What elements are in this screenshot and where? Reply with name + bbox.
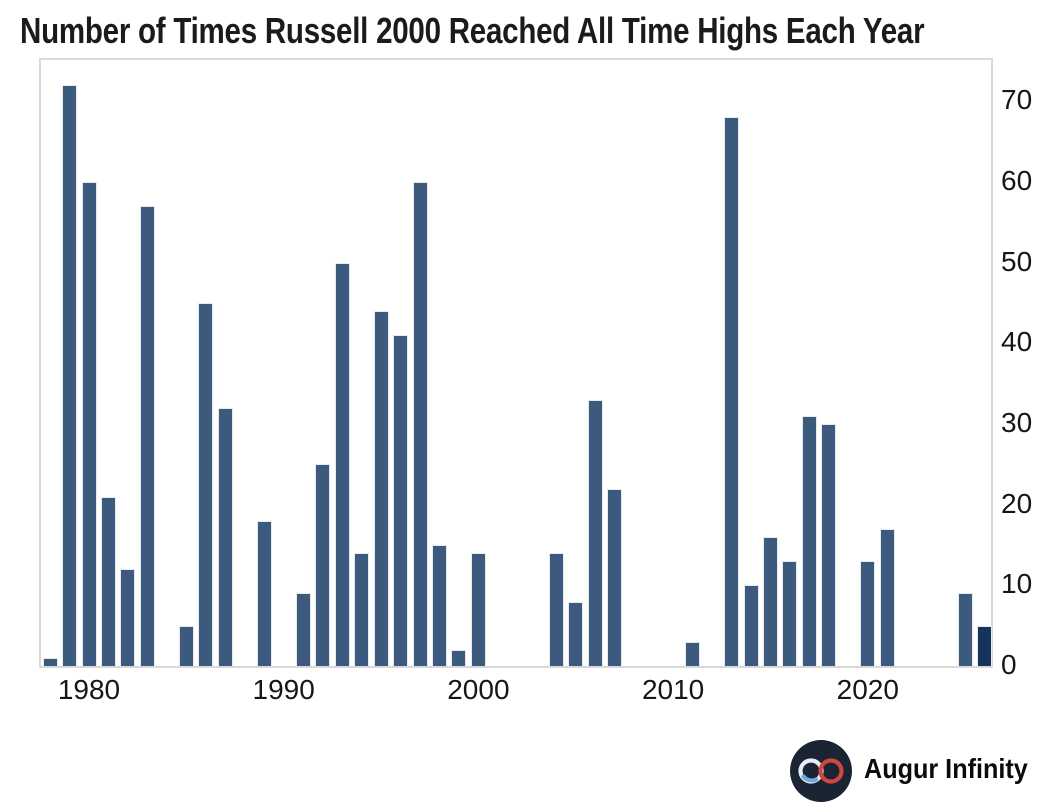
augur-infinity-logo-icon <box>790 740 852 802</box>
y-tick-50: 50 <box>1001 245 1033 277</box>
x-tick-2010: 2010 <box>641 674 705 705</box>
bar-1992 <box>315 464 331 666</box>
bar-1996 <box>393 335 408 666</box>
bar-2020 <box>860 561 876 666</box>
bar-1991 <box>295 593 311 666</box>
x-tick-2020: 2020 <box>836 674 899 705</box>
y-tick-0: 0 <box>1001 649 1017 680</box>
logo-left-accent <box>801 774 819 783</box>
bar-2006 <box>587 399 603 666</box>
y-tick-30: 30 <box>1001 407 1033 438</box>
logo-right-loop <box>818 758 844 784</box>
bar-2021 <box>879 528 895 666</box>
bar-2013 <box>724 117 739 666</box>
bar-1989 <box>256 520 272 666</box>
bar-1986 <box>198 303 214 666</box>
bar-1998 <box>432 545 447 666</box>
y-tick-40: 40 <box>1001 326 1033 358</box>
x-tick-1980: 1980 <box>57 674 121 705</box>
bar-2005 <box>568 601 584 666</box>
bar-1994 <box>354 553 370 666</box>
bar-1981 <box>101 496 116 666</box>
bar-2015 <box>762 536 778 666</box>
bar-1982 <box>120 569 136 666</box>
y-tick-10: 10 <box>1001 568 1033 600</box>
bar-1983 <box>139 206 155 666</box>
bar-2007 <box>607 488 623 666</box>
bar-1993 <box>334 262 350 666</box>
bar-2000 <box>470 553 486 666</box>
bar-1995 <box>373 311 389 666</box>
bar-2025 <box>957 593 973 666</box>
bar-1979 <box>62 85 77 666</box>
bar-2026 <box>977 625 993 666</box>
y-tick-60: 60 <box>1001 165 1033 196</box>
bar-1987 <box>217 407 233 666</box>
y-tick-70: 70 <box>1001 84 1033 116</box>
bar-2018 <box>821 424 837 666</box>
bar-1980 <box>81 182 97 666</box>
bar-1978 <box>42 657 58 666</box>
x-tick-2000: 2000 <box>447 674 510 705</box>
chart-title: Number of Times Russell 2000 Reached All… <box>20 10 925 51</box>
bar-2014 <box>743 585 759 666</box>
bar-2011 <box>685 641 701 666</box>
bar-1985 <box>178 625 194 666</box>
logo-text: Augur Infinity <box>864 753 1028 784</box>
bar-1999 <box>451 649 467 666</box>
bar-1997 <box>412 182 428 666</box>
x-tick-1990: 1990 <box>252 674 315 705</box>
bar-2004 <box>548 553 564 666</box>
bar-2017 <box>801 415 817 666</box>
bar-2016 <box>782 561 798 666</box>
plot-area <box>39 58 993 668</box>
y-tick-20: 20 <box>1001 487 1033 519</box>
